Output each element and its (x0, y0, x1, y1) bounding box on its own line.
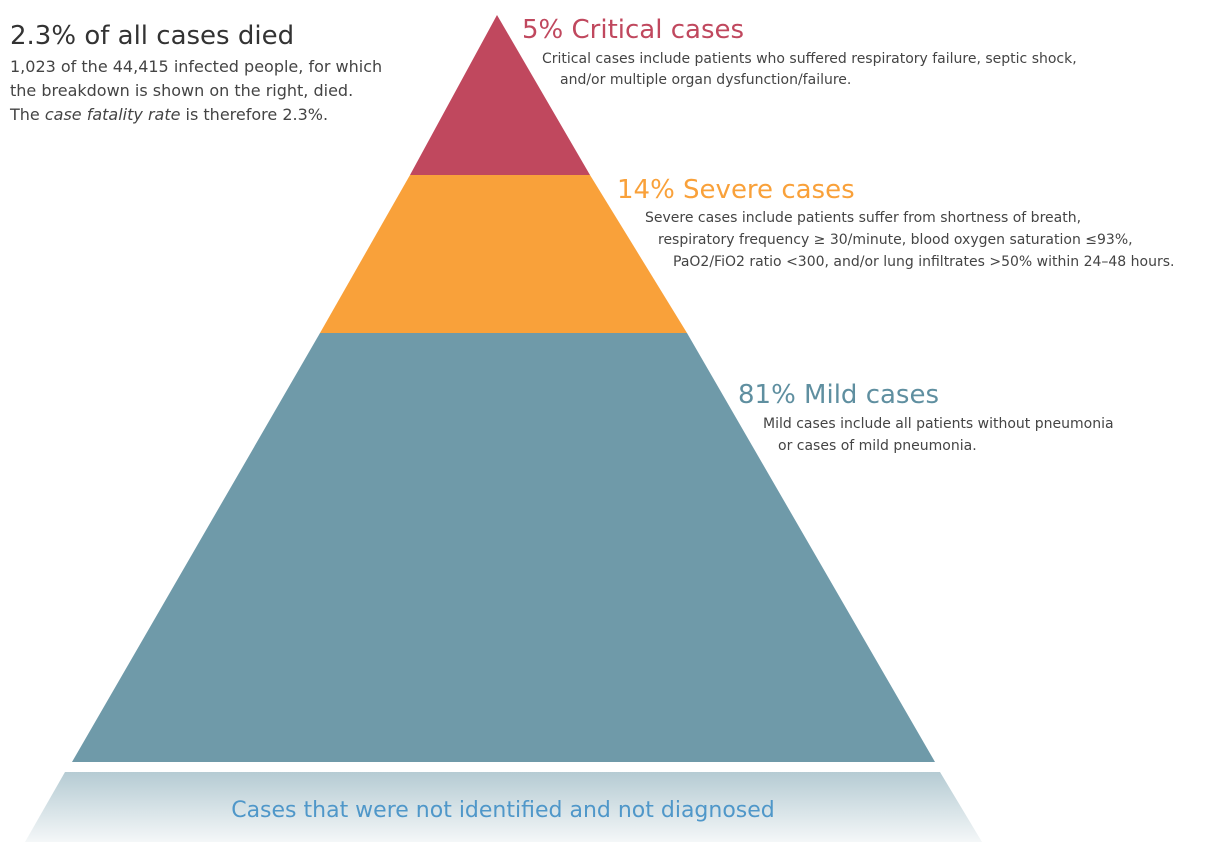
tier-desc: respiratory frequency ≥ 30/minute, blood… (658, 232, 1133, 248)
summary-line: 1,023 of the 44,415 infected people, for… (10, 57, 382, 76)
undiagnosed-tier (25, 772, 982, 842)
base-label: Cases that were not identified and not d… (231, 798, 775, 823)
tier-desc: PaO2/FiO2 ratio <300, and/or lung infilt… (673, 254, 1174, 270)
summary-title: 2.3% of all cases died (10, 21, 294, 51)
tier-desc: Critical cases include patients who suff… (542, 51, 1077, 67)
mild-tier (72, 333, 935, 762)
text-italic: case fatality rate (45, 105, 181, 124)
text-part: The (9, 105, 45, 124)
text-part: is therefore 2.3%. (180, 105, 328, 124)
tier-desc: Severe cases include patients suffer fro… (645, 210, 1081, 226)
summary-line: the breakdown is shown on the right, die… (10, 81, 353, 100)
severe-tier (320, 175, 687, 333)
tier-desc: Mild cases include all patients without … (763, 416, 1114, 432)
tier-desc: and/or multiple organ dysfunction/failur… (560, 72, 851, 88)
summary-line: The case fatality rate is therefore 2.3%… (9, 105, 328, 124)
tier-title: 14% Severe cases (617, 175, 855, 205)
critical-tier (410, 15, 590, 175)
tier-desc: or cases of mild pneumonia. (778, 438, 977, 454)
tier-title: 81% Mild cases (738, 380, 939, 410)
tier-title: 5% Critical cases (522, 15, 744, 45)
